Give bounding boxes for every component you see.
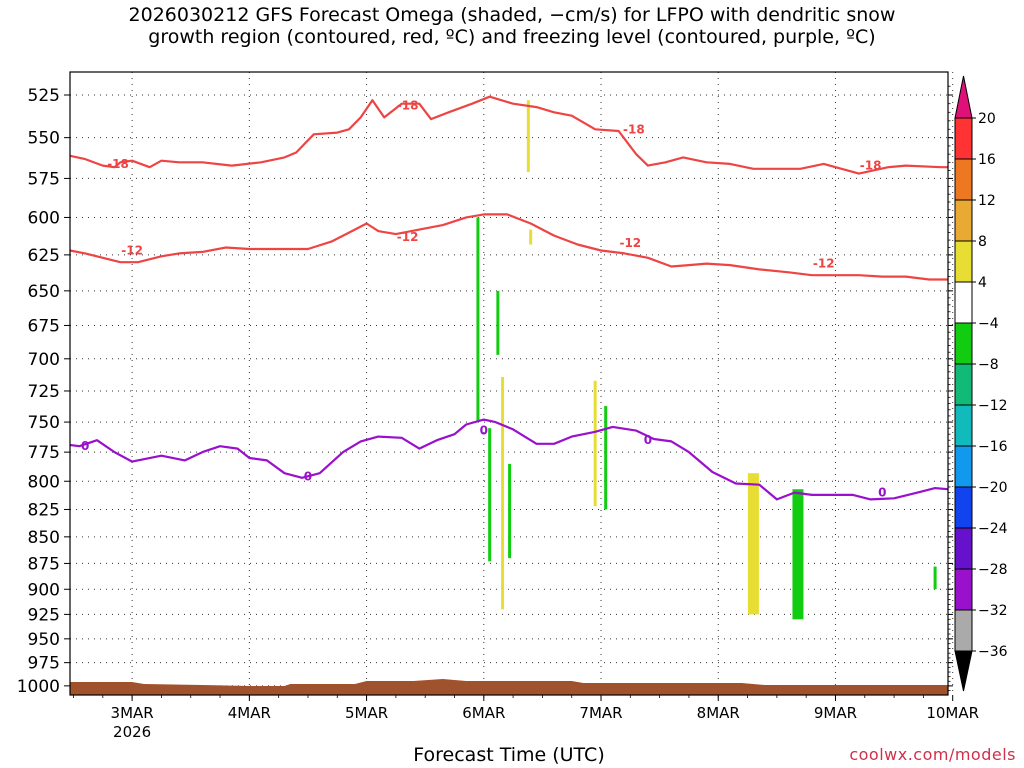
contour-label: 0 (878, 486, 886, 500)
omega-bar (529, 229, 533, 245)
colorbar-swatch (954, 404, 973, 447)
colorbar-label: 16 (978, 152, 996, 168)
contour-label: -12 (397, 230, 419, 244)
colorbar-swatch (954, 199, 973, 242)
colorbar-swatch (954, 568, 973, 611)
y-tick-label: 775 (28, 443, 60, 463)
colorbar-swatch (954, 609, 973, 652)
y-tick-label: 575 (28, 169, 60, 189)
omega-bar (526, 100, 530, 173)
colorbar-label: −12 (978, 398, 1008, 414)
omega-bar (933, 566, 937, 590)
omega-shading (476, 100, 937, 620)
colorbar-label: 20 (978, 111, 996, 127)
contour-label: 0 (644, 433, 652, 447)
contour-label: -18 (107, 157, 129, 171)
omega-bar (792, 489, 804, 620)
y-tick-label: 725 (28, 382, 60, 402)
y-tick-label: 625 (28, 246, 60, 266)
y-tick-label: 525 (28, 86, 60, 106)
y-tick-label: 875 (28, 554, 60, 574)
colorbar-label: −16 (978, 439, 1008, 455)
colorbar-label: −36 (978, 644, 1008, 660)
x-tick-sublabel: 2026 (113, 723, 151, 741)
plot-frame (69, 71, 949, 696)
contour-label: -18 (623, 122, 645, 136)
contours: -18 -18 -18 -18 -12 -12 -12 -12 0 0 0 0 0 (69, 95, 949, 501)
colorbar-label: −8 (978, 357, 999, 373)
x-tick-label: 5MAR (345, 704, 388, 722)
colorbar-label: −4 (978, 316, 999, 332)
omega-bar (488, 428, 492, 562)
omega-bar (476, 217, 480, 423)
y-tick-label: 550 (28, 129, 60, 149)
x-axis-label: Forecast Time (UTC) (413, 744, 605, 766)
colorbar-label: 4 (978, 275, 987, 291)
omega-bar (508, 463, 512, 559)
colorbar-label: −28 (978, 562, 1008, 578)
colorbar-swatch (954, 322, 973, 365)
colorbar-label: −32 (978, 603, 1008, 619)
contour-line (69, 95, 948, 175)
omega-bar (501, 376, 505, 610)
contour-label: 0 (304, 470, 312, 484)
colorbar-swatch (954, 281, 973, 324)
colorbar: 20 16 12 8 4 −4 −8 −12 −16 −20 −24 −28 −32 −36 (954, 75, 1008, 692)
colorbar-swatch (954, 527, 973, 570)
colorbar-swatch (954, 240, 973, 283)
terrain (70, 679, 948, 695)
omega-bar (604, 406, 608, 510)
contour-label: -12 (813, 257, 835, 271)
colorbar-swatch (954, 117, 973, 160)
x-tick-label: 6MAR (462, 704, 505, 722)
colorbar-label: −24 (978, 521, 1008, 537)
y-tick-label: 975 (28, 654, 60, 674)
y-tick-label: 750 (28, 413, 60, 433)
omega-bar (496, 290, 500, 355)
contour-label: 0 (480, 424, 488, 438)
x-tick-label: 4MAR (228, 704, 271, 722)
y-tick-label: 600 (28, 208, 60, 228)
omega-bar (593, 380, 597, 507)
y-tick-label: 700 (28, 350, 60, 370)
y-tick-label: 950 (28, 630, 60, 650)
contour-label: -18 (397, 98, 419, 112)
y-tick-label: 850 (28, 528, 60, 548)
y-tick-label: 925 (28, 605, 60, 625)
colorbar-bottom-arrow (954, 650, 973, 692)
y-tick-label: 800 (28, 472, 60, 492)
chart-title-line-2: growth region (contoured, red, ºC) and f… (148, 26, 876, 48)
x-tick-label: 8MAR (697, 704, 740, 722)
contour-line (69, 213, 948, 281)
y-tick-label: 650 (28, 282, 60, 302)
omega-bar (747, 473, 759, 615)
colorbar-label: 12 (978, 193, 996, 209)
colorbar-swatch (954, 158, 973, 201)
colorbar-label: −20 (978, 480, 1008, 496)
colorbar-label: 8 (978, 234, 987, 250)
colorbar-top-arrow (954, 75, 973, 119)
y-tick-label: 900 (28, 580, 60, 600)
terrain-fill (70, 679, 948, 695)
y-tick-label: 675 (28, 316, 60, 336)
x-tick-label: 7MAR (579, 704, 622, 722)
colorbar-swatch (954, 486, 973, 529)
contour-label: -12 (121, 243, 143, 257)
contour-label: -12 (619, 236, 641, 250)
contour-line (69, 418, 949, 501)
y-tick-label: 1000 (17, 677, 60, 697)
credit-link[interactable]: coolwx.com/models (849, 745, 1016, 764)
x-tick-label: 10MAR (926, 704, 979, 722)
x-tick-label: 3MAR (111, 704, 154, 722)
colorbar-swatch (954, 363, 973, 406)
x-tick-label: 9MAR (814, 704, 857, 722)
contour-label: -18 (860, 159, 882, 173)
colorbar-swatch (954, 445, 973, 488)
contour-label: 0 (81, 439, 89, 453)
chart-title: 2026030212 GFS Forecast Omega (shaded, −… (0, 4, 1024, 48)
y-tick-label: 825 (28, 500, 60, 520)
chart-title-line-1: 2026030212 GFS Forecast Omega (shaded, −… (128, 4, 896, 26)
axes: 525 550 575 600 625 650 675 700 725 750 775 800 825 8… (17, 71, 979, 741)
